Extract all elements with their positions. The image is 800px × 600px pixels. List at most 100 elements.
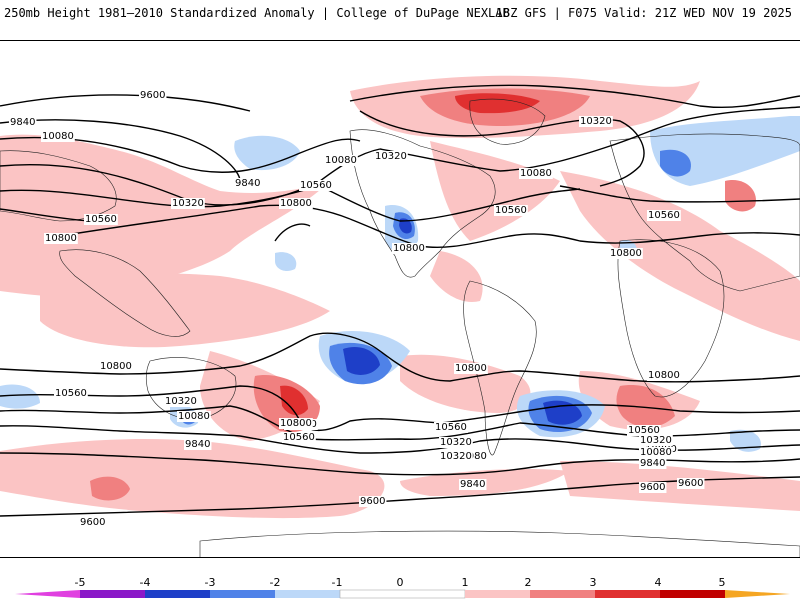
neg-anomaly-area: [0, 384, 40, 409]
contour-label-bg: [44, 233, 78, 244]
contour-10080-south: [0, 425, 800, 454]
contour-label: 10560: [85, 214, 117, 225]
contour-label: 10320: [165, 396, 197, 407]
contour-label-bg: [79, 517, 107, 528]
contour-10800-north: [59, 204, 351, 237]
contour-label: 10560: [435, 422, 467, 433]
colorbar-segment: [595, 590, 660, 598]
contour-label-bg: [374, 151, 408, 162]
contour-label: 9840: [460, 479, 485, 490]
contour-10560-mid: [319, 185, 581, 222]
pos-anomaly-area: [430, 251, 483, 302]
contour-label-bg: [639, 458, 667, 469]
contour-label-bg: [392, 243, 426, 254]
map-canvas: 9600 9840 10080 10320 10560 10800 9840 1…: [0, 75, 800, 557]
colorbar-tick-label: 2: [524, 576, 532, 589]
contour-label-bg: [454, 363, 488, 374]
header: 250mb Height 1981–2010 Standardized Anom…: [0, 0, 800, 40]
colorbar-tick-label: 0: [396, 576, 404, 589]
coastlines: [0, 98, 800, 557]
contour-label-bg: [139, 90, 167, 101]
neg-anomaly-area: [234, 135, 300, 171]
colorbar-tick-label: -2: [269, 576, 281, 589]
contour-label-bg: [639, 482, 667, 493]
contour-lowlat: [0, 208, 91, 222]
height-contours: [0, 84, 800, 517]
contour-label-bg: [324, 155, 358, 166]
north-america-coast: [349, 129, 496, 278]
contour-10800-south: [0, 332, 800, 383]
contour-label-bg: [279, 198, 313, 209]
contour-label: 10800: [610, 248, 642, 259]
contour-10080-north: [0, 136, 361, 173]
contour-10560-south: [0, 385, 800, 432]
contour-label: 10320: [172, 198, 204, 209]
colorbar-segment: [80, 590, 145, 598]
run-info: 18Z GFS | F075 Valid: 21Z WED NOV 19 202…: [495, 6, 792, 20]
contour-label: 10800: [455, 363, 487, 374]
pos-anomaly-area: [0, 439, 385, 519]
south-america-coast: [463, 280, 537, 456]
colorbar-segment: [530, 590, 595, 598]
colorbar-segment: [465, 590, 530, 598]
contour-label: 9840: [10, 117, 35, 128]
contour-label: 10080: [640, 447, 672, 458]
contour-label-bg: [439, 437, 473, 448]
pos-anomaly-core: [725, 180, 756, 212]
contour-labels: 9600 9840 10080 10320 10560 10800 9840 1…: [9, 90, 705, 528]
colorbar-arrow-left: [15, 590, 80, 598]
colorbar-tick-label: 4: [654, 576, 662, 589]
contour-label-bg: [519, 168, 553, 179]
contour-label: 10320: [640, 435, 672, 446]
contour-9840-arctic: [349, 84, 800, 109]
neg-anomaly-core: [660, 149, 691, 177]
contour-label: 10560: [55, 388, 87, 399]
contour-label: 10800: [100, 361, 132, 372]
contour-label-bg: [627, 425, 661, 436]
pos-anomaly-core: [90, 476, 130, 501]
antarctica-coast: [199, 530, 800, 557]
pos-anomaly-area: [40, 273, 330, 348]
contour-label: 10800: [648, 370, 680, 381]
contour-label-bg: [459, 479, 487, 490]
contour-10320-north: [0, 148, 381, 206]
contour-label-bg: [234, 178, 262, 189]
contour-label-bg: [164, 396, 198, 407]
colorbar-segment: [145, 590, 210, 598]
contour-label: 10800: [45, 233, 77, 244]
contour-9840-north: [0, 119, 241, 182]
contour-label: 10080: [325, 155, 357, 166]
colorbar-tick-label: 3: [589, 576, 597, 589]
contour-label-bg: [359, 496, 387, 507]
contour-label: 10080: [42, 131, 74, 142]
contour-label: 10080: [178, 411, 210, 422]
southeast-asia-coast: [59, 249, 191, 337]
contour-label: 10320: [375, 151, 407, 162]
contour-label: 10560: [648, 210, 680, 221]
colorbar-tick-label: -3: [204, 576, 216, 589]
asia-west-coast: [0, 150, 117, 222]
contour-label: 9600: [140, 90, 165, 101]
colorbar-segment: [339, 589, 466, 599]
contour-label: 10320: [440, 437, 472, 448]
eurasia-coast: [609, 133, 800, 292]
contour-label: 9840: [185, 439, 210, 450]
contour-label: 10320: [440, 451, 472, 462]
contour-10320-arctic: [379, 106, 800, 172]
pos-anomaly-area: [400, 354, 531, 413]
colorbar-segment: [660, 590, 725, 598]
anomaly-map: 9600 9840 10080 10320 10560 10800 9840 1…: [0, 40, 800, 558]
neg-anomaly-area: [730, 429, 761, 452]
contour-label-bg: [84, 214, 118, 225]
neg-anomaly-area: [275, 252, 297, 272]
contour-label-bg: [639, 435, 673, 446]
contour-label-bg: [647, 210, 681, 221]
colorbar-tick-label: -5: [74, 576, 86, 589]
colorbar-tick-label: -4: [139, 576, 151, 589]
greenland-coast: [469, 98, 546, 145]
contour-label-bg: [171, 198, 205, 209]
colorbar-tick-label: -1: [331, 576, 343, 589]
contour-label-bg: [494, 205, 528, 216]
contour-label: 10320: [580, 116, 612, 127]
contour-label-bg: [579, 116, 613, 127]
